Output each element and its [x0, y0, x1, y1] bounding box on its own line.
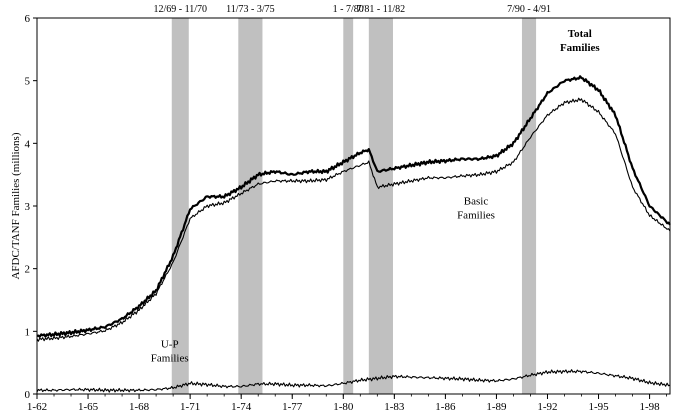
plot-frame [36, 17, 671, 395]
x-tick-label: 1-68 [129, 401, 150, 413]
series-label: Basic Families [457, 196, 495, 222]
recession-bands: 12/69 - 11/70 11/73 - 3/75 1 - 7/807/81 - … [154, 4, 551, 394]
series-label-line: Total [568, 28, 592, 40]
series-label-line: Families [151, 353, 189, 365]
x-tick-label: 1-98 [639, 401, 660, 413]
y-tick-label: 1 [25, 326, 31, 338]
series-label-line: Families [457, 210, 495, 222]
series-label: Total Families [560, 28, 600, 54]
x-tick-label: 1-77 [282, 401, 303, 413]
recession-label: 7/90 - 4/91 [507, 4, 551, 15]
series-line [36, 369, 671, 393]
recession-label: 1 - 7/80 [333, 4, 364, 15]
x-tick-label: 1-80 [333, 401, 354, 413]
y-axis-label: AFDC/TANF Families (millions) [10, 132, 22, 279]
x-tick-label: 1-74 [231, 401, 252, 413]
y-tick-label: 5 [25, 76, 31, 88]
x-tick-label: 1-95 [588, 401, 609, 413]
recession-band [238, 18, 263, 394]
recession-label: 7/81 - 11/82 [357, 4, 406, 15]
x-tick-label: 1-83 [384, 401, 405, 413]
recession-band [343, 18, 354, 394]
x-tick-label: 1-62 [27, 401, 47, 413]
x-tick-label: 1-71 [180, 401, 200, 413]
recession-band [171, 18, 189, 394]
x-tick-label: 1-89 [486, 401, 507, 413]
x-tick-label: 1-92 [537, 401, 557, 413]
axes [36, 17, 671, 395]
y-ticks: 0 1 2 3 4 5 6 [25, 13, 37, 401]
series-line [36, 97, 671, 342]
x-tick-label: 1-86 [435, 401, 456, 413]
series-label: U-P Families [151, 339, 189, 365]
y-tick-label: 4 [25, 138, 31, 150]
series-label-line: U-P [161, 339, 179, 351]
recession-label: 12/69 - 11/70 [154, 4, 208, 15]
y-tick-label: 3 [25, 201, 31, 213]
recession-label: 11/73 - 3/75 [226, 4, 275, 15]
y-tick-label: 0 [25, 389, 31, 401]
series-line [36, 75, 671, 338]
series-lines [36, 75, 671, 393]
x-ticks: 1-62 1-65 1-68 1-71 1-74 1-77 1-80 1-83 1-86 1-89… [27, 394, 667, 413]
series-labels: Total Families Basic Families U-P Families [151, 28, 601, 365]
recession-band [368, 18, 393, 394]
series-label-line: Families [560, 42, 600, 54]
x-tick-label: 1-65 [78, 401, 99, 413]
recession-band [521, 18, 537, 394]
y-tick-label: 6 [25, 13, 31, 25]
y-tick-label: 2 [25, 264, 31, 276]
series-label-line: Basic [464, 196, 489, 208]
